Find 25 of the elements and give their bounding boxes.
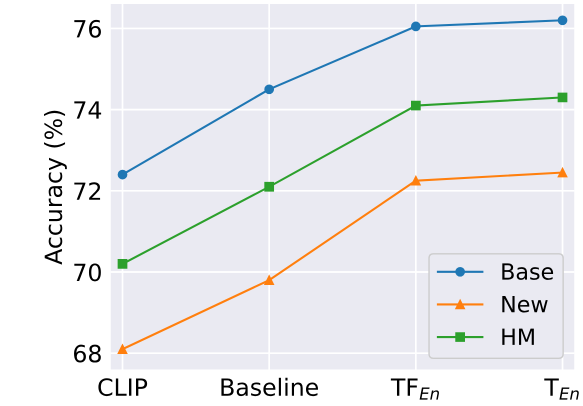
x-tick-label: TF$_{En}$ — [390, 378, 439, 400]
legend-label: Base — [502, 263, 554, 280]
point — [118, 170, 128, 180]
point — [558, 15, 568, 26]
y-tick-label: 68 — [74, 344, 101, 363]
y-axis-title: Accuracy (%) — [44, 110, 67, 265]
point — [118, 344, 128, 354]
y-tick-label: 76 — [74, 20, 101, 38]
point — [558, 92, 568, 102]
x-tick-label: CLIP — [98, 378, 148, 396]
x-tick-label: T$_{En}$ — [544, 378, 579, 400]
y-tick-label: 74 — [74, 101, 102, 119]
point — [264, 84, 274, 94]
point — [410, 22, 421, 32]
point — [558, 168, 568, 178]
legend-label: New — [502, 296, 548, 313]
legend-label: HM — [502, 328, 534, 345]
point — [410, 100, 421, 110]
point — [118, 259, 128, 269]
point — [410, 176, 421, 186]
point — [264, 182, 274, 192]
x-tick-label: Baseline — [221, 378, 318, 396]
y-tick-label: 70 — [74, 263, 101, 282]
point — [264, 275, 274, 285]
y-tick-label: 72 — [74, 182, 100, 200]
